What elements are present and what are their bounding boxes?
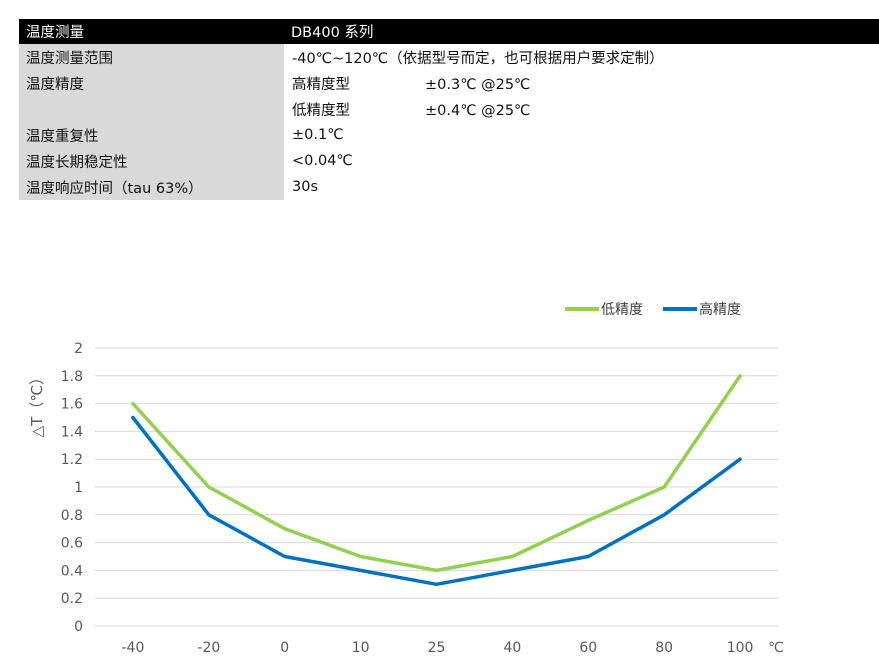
legend-label: 高精度 <box>699 301 741 318</box>
table-header-row: 温度测量 DB400 系列 <box>19 19 879 44</box>
y-tick-label: 1.2 <box>61 452 83 468</box>
row-label: 温度精度 <box>19 70 284 96</box>
y-tick-label: 0.2 <box>61 591 83 607</box>
row-value: ±0.1℃ <box>284 122 879 148</box>
table-row: 温度重复性 ±0.1℃ <box>19 122 879 148</box>
y-axis-label: △T（℃） <box>28 370 46 438</box>
spec-table: 温度测量 DB400 系列 温度测量范围 -40℃~120℃（依据型号而定，也可… <box>19 19 879 200</box>
table-row: 温度测量范围 -40℃~120℃（依据型号而定，也可根据用户要求定制） <box>19 44 879 70</box>
row-label: 温度响应时间（tau 63%） <box>19 174 284 200</box>
row-label <box>19 96 284 122</box>
row-label: 温度测量范围 <box>19 44 284 70</box>
series-line <box>131 415 742 587</box>
x-tick-label: -20 <box>197 640 220 656</box>
y-tick-label: 1.8 <box>61 369 83 385</box>
y-tick-label: 0.6 <box>61 536 83 552</box>
y-tick-label: 0.4 <box>61 563 83 579</box>
y-tick-label: 1 <box>74 480 83 496</box>
temperature-error-chart: 0 0.2 0.4 0.6 0.8 1 1.2 1.4 1.6 1.8 2 -40 -20 0 10 25 40… <box>28 301 784 656</box>
x-tick-label: 100 <box>727 640 754 656</box>
x-axis-unit: ℃ <box>768 640 784 656</box>
row-sub-value: ±0.3℃ @25℃ <box>425 76 531 93</box>
y-tick-label: 2 <box>74 341 83 357</box>
row-value: <0.04℃ <box>284 148 879 174</box>
row-value: 高精度型 ±0.3℃ @25℃ <box>284 70 879 96</box>
x-tick-label: 0 <box>280 640 289 656</box>
table-row: 低精度型 ±0.4℃ @25℃ <box>19 96 879 122</box>
table-row: 温度长期稳定性 <0.04℃ <box>19 148 879 174</box>
legend-label: 低精度 <box>601 302 643 318</box>
x-tick-label: 10 <box>352 640 370 656</box>
table-row: 温度响应时间（tau 63%） 30s <box>19 174 879 200</box>
row-value: -40℃~120℃（依据型号而定，也可根据用户要求定制） <box>284 44 879 70</box>
row-label: 温度重复性 <box>19 122 284 148</box>
row-sub-label: 高精度型 <box>292 76 350 93</box>
row-value: 低精度型 ±0.4℃ @25℃ <box>284 96 879 122</box>
row-value: 30s <box>284 174 879 200</box>
x-tick-label: 60 <box>579 640 597 656</box>
row-label: 温度长期稳定性 <box>19 148 284 174</box>
x-tick-label: 25 <box>428 640 446 656</box>
y-tick-label: 0 <box>74 619 83 635</box>
x-tick-label: -40 <box>122 640 145 656</box>
row-sub-value: ±0.4℃ @25℃ <box>425 102 531 119</box>
x-tick-label: 40 <box>503 640 521 656</box>
series-line <box>131 374 742 573</box>
row-sub-label: 低精度型 <box>292 102 350 119</box>
y-tick-label: 1.6 <box>61 397 83 413</box>
header-label: 温度测量 <box>19 19 284 44</box>
y-tick-label: 1.4 <box>61 424 83 440</box>
x-tick-label: 80 <box>655 640 673 656</box>
header-value: DB400 系列 <box>284 19 879 44</box>
table-row: 温度精度 高精度型 ±0.3℃ @25℃ <box>19 70 879 96</box>
y-tick-label: 0.8 <box>61 508 83 524</box>
